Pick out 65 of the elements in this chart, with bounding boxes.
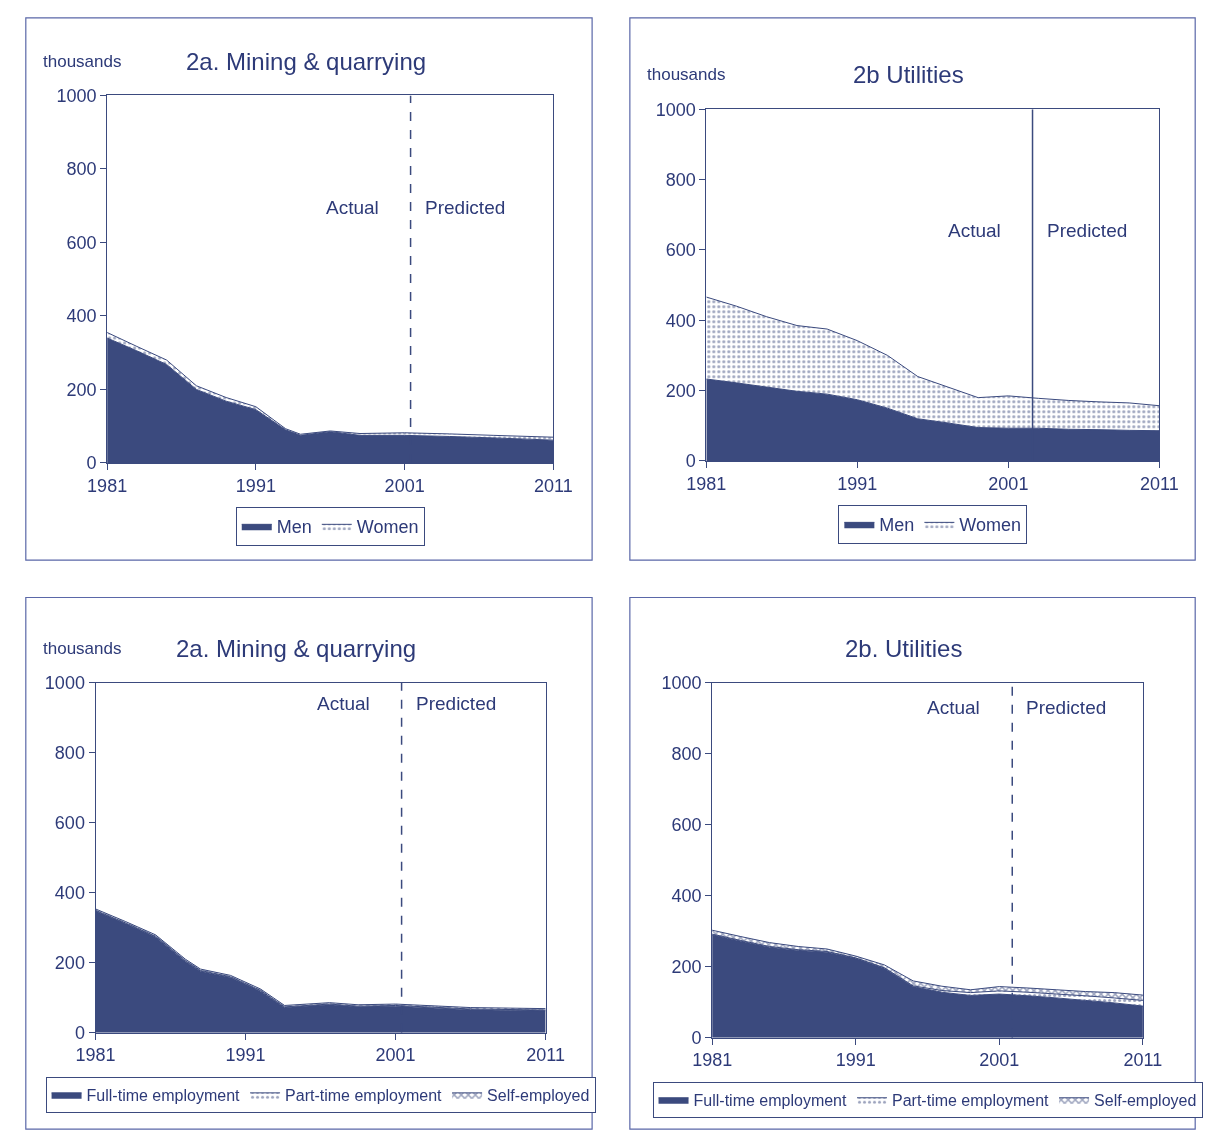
chart-title: 2b Utilities: [853, 61, 964, 88]
y-tick-label: 800: [665, 169, 696, 190]
annotation: Predicted: [416, 693, 497, 714]
legend-label: Women: [356, 517, 419, 538]
legend-label: Men: [879, 515, 915, 536]
chart-title: 2a. Mining & quarrying: [176, 635, 417, 662]
chart-title: 2b. Utilities: [845, 635, 963, 662]
y-tick-label: 1000: [655, 99, 696, 120]
y-tick-label: 0: [86, 453, 97, 474]
y-tick-label: 600: [665, 240, 696, 261]
x-tick-label: 2011: [526, 1045, 566, 1066]
y-tick-label: 600: [54, 813, 85, 834]
legend-label: Self-employed: [487, 1087, 590, 1105]
y-tick-label: 400: [665, 310, 696, 331]
annotation: Actual: [948, 220, 1001, 241]
legend-label: Full-time employment: [693, 1092, 848, 1110]
x-tick-label: 1991: [235, 475, 276, 496]
y-tick-label: 0: [74, 1023, 85, 1044]
x-tick-label: 2001: [988, 473, 1029, 494]
y-tick-label: 200: [671, 957, 702, 978]
x-tick-label: 1981: [87, 475, 128, 496]
y-tick-label: 1000: [661, 673, 702, 694]
y-tick-label: 200: [54, 953, 85, 974]
x-tick-label: 1991: [837, 473, 878, 494]
legend-label: Self-employed: [1094, 1092, 1197, 1110]
y-axis-title: thousands: [43, 52, 122, 71]
y-tick-label: 800: [54, 743, 85, 764]
x-tick-label: 2011: [1140, 473, 1179, 494]
y-tick-label: 800: [671, 744, 702, 765]
x-tick-label: 1981: [75, 1045, 116, 1066]
x-tick-label: 2001: [384, 475, 425, 496]
y-tick-label: 0: [691, 1027, 702, 1048]
x-tick-label: 2001: [979, 1050, 1020, 1071]
x-tick-label: 1991: [835, 1050, 876, 1071]
chart-title: 2a. Mining & quarrying: [186, 48, 427, 75]
x-tick-label: 1991: [225, 1045, 266, 1066]
y-tick-label: 0: [685, 451, 696, 472]
legend-label: Men: [276, 517, 312, 538]
y-tick-label: 400: [66, 306, 97, 327]
x-tick-label: 1981: [686, 473, 727, 494]
legend-label: Part-time employment: [285, 1087, 443, 1105]
annotation: Predicted: [1026, 697, 1107, 718]
y-tick-label: 800: [66, 159, 97, 180]
x-tick-label: 2011: [534, 475, 573, 496]
annotation: Predicted: [1047, 220, 1128, 241]
y-tick-label: 600: [671, 815, 702, 836]
y-tick-label: 600: [66, 232, 97, 253]
legend-label: Full-time employment: [86, 1087, 241, 1105]
x-tick-label: 2001: [375, 1045, 416, 1066]
annotation: Actual: [317, 693, 370, 714]
y-tick-label: 400: [54, 883, 85, 904]
annotation: Actual: [326, 197, 379, 218]
annotation: Predicted: [425, 197, 506, 218]
y-tick-label: 1000: [44, 673, 85, 694]
y-tick-label: 200: [66, 379, 97, 400]
y-axis-title: thousands: [647, 65, 726, 84]
x-tick-label: 2011: [1123, 1050, 1163, 1071]
legend-label: Women: [959, 515, 1022, 536]
y-tick-label: 1000: [56, 85, 97, 106]
x-tick-label: 1981: [692, 1050, 733, 1071]
y-tick-label: 400: [671, 886, 702, 907]
legend-label: Part-time employment: [892, 1092, 1050, 1110]
y-tick-label: 200: [665, 380, 696, 401]
annotation: Actual: [927, 697, 980, 718]
y-axis-title: thousands: [43, 639, 122, 658]
